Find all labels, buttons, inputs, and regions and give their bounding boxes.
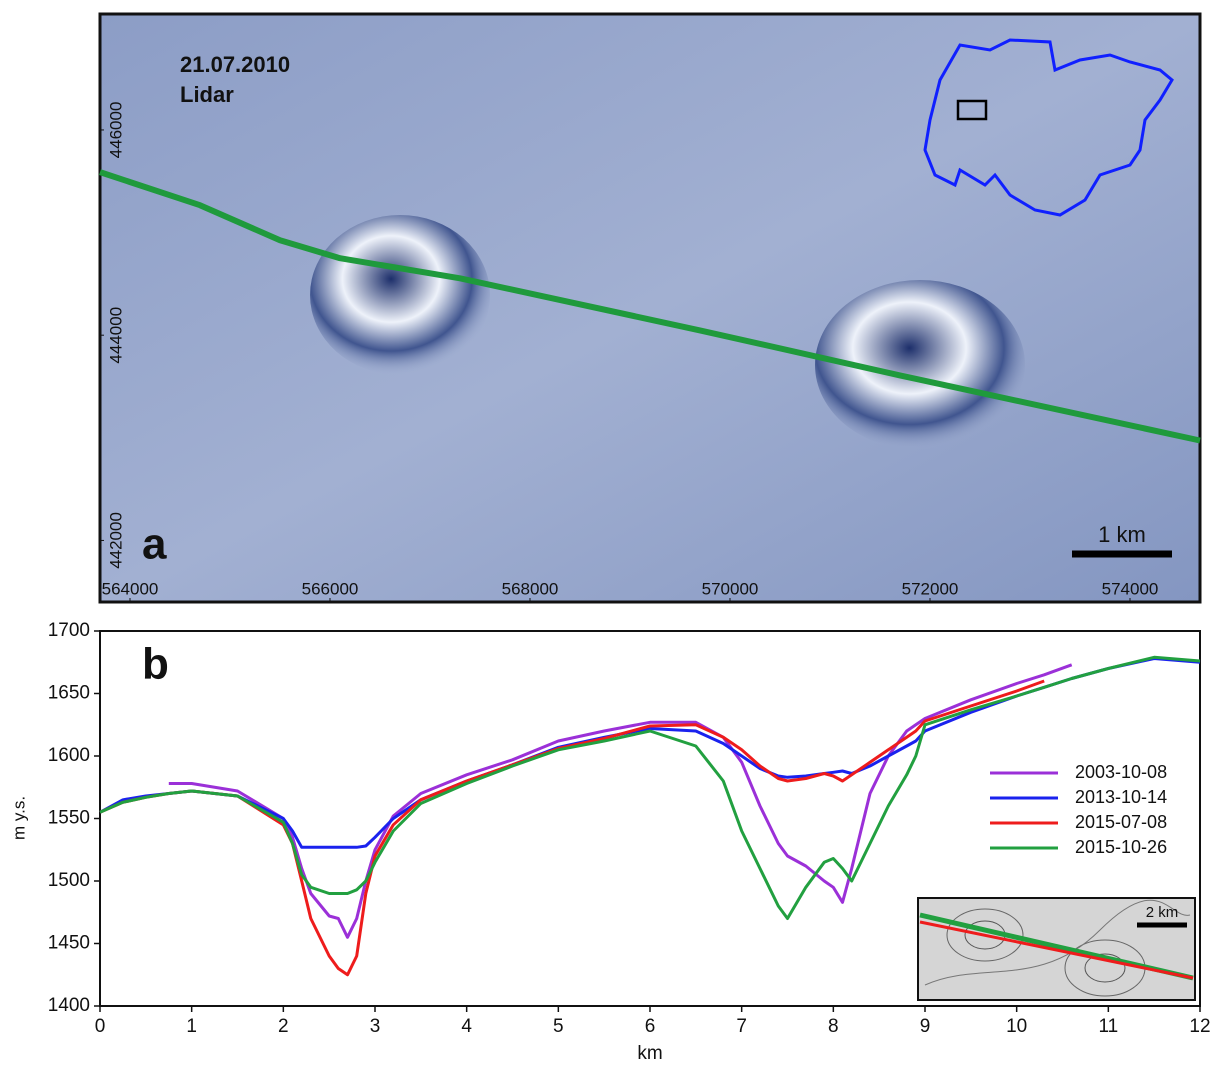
date-label: 21.07.2010 <box>180 52 290 77</box>
legend-label: 2015-10-26 <box>1075 837 1167 857</box>
x-tick-label: 568000 <box>502 579 559 598</box>
x-tick-label: 564000 <box>102 579 159 598</box>
x-tick-label: 570000 <box>702 579 759 598</box>
y-tick-label: 1600 <box>48 745 90 766</box>
y-axis-label: m y.s. <box>9 796 28 840</box>
x-tick-label: 11 <box>1098 1016 1118 1037</box>
inset <box>917 897 1196 1001</box>
x-tick-label: 574000 <box>1102 579 1159 598</box>
map-frame <box>98 12 1202 604</box>
y-tick-label: 446000 <box>106 102 125 159</box>
legend-label: 2003-10-08 <box>1075 762 1167 782</box>
x-tick-label: 9 <box>920 1016 931 1037</box>
x-tick-label: 566000 <box>302 579 359 598</box>
crater <box>310 215 490 375</box>
x-tick-label: 5 <box>553 1016 564 1037</box>
x-tick-label: 10 <box>1006 1016 1027 1037</box>
locator-box <box>956 99 988 121</box>
map-background <box>100 14 1200 602</box>
y-tick-label: 444000 <box>106 307 125 364</box>
x-tick-label: 4 <box>461 1016 472 1037</box>
inset-transect <box>919 920 1194 980</box>
crater <box>815 280 1025 450</box>
series-line <box>99 655 1201 920</box>
x-tick-label: 6 <box>645 1016 656 1037</box>
x-tick-label: 3 <box>370 1016 381 1037</box>
y-tick-label: 1550 <box>48 808 90 829</box>
contour <box>946 908 1024 962</box>
x-tick-label: 8 <box>828 1016 839 1037</box>
inset-scale-label: 2 km <box>1146 904 1179 921</box>
legend-label: 2015-07-08 <box>1075 812 1167 832</box>
panel-label: b <box>142 640 169 689</box>
y-tick-label: 442000 <box>106 512 125 569</box>
y-tick-label: 1450 <box>48 933 90 954</box>
x-tick-label: 12 <box>1189 1016 1210 1037</box>
panel-label: a <box>142 520 167 569</box>
series-line <box>99 657 1201 849</box>
source-label: Lidar <box>180 82 234 107</box>
y-tick-label: 1400 <box>48 995 90 1016</box>
x-tick-label: 0 <box>95 1016 106 1037</box>
x-tick-label: 2 <box>278 1016 289 1037</box>
x-tick-label: 7 <box>736 1016 747 1037</box>
x-axis-label: km <box>637 1043 662 1064</box>
series-line <box>99 679 1045 977</box>
y-tick-label: 1650 <box>48 683 90 704</box>
y-tick-label: 1500 <box>48 870 90 891</box>
contour <box>924 899 1191 986</box>
outline <box>923 38 1174 217</box>
transect <box>99 169 1201 444</box>
x-tick-label: 1 <box>186 1016 197 1037</box>
legend-label: 2013-10-14 <box>1075 787 1167 807</box>
y-tick-label: 1700 <box>48 620 90 641</box>
contour <box>1084 953 1126 983</box>
x-tick-label: 572000 <box>902 579 959 598</box>
scale-label: 1 km <box>1098 522 1146 547</box>
